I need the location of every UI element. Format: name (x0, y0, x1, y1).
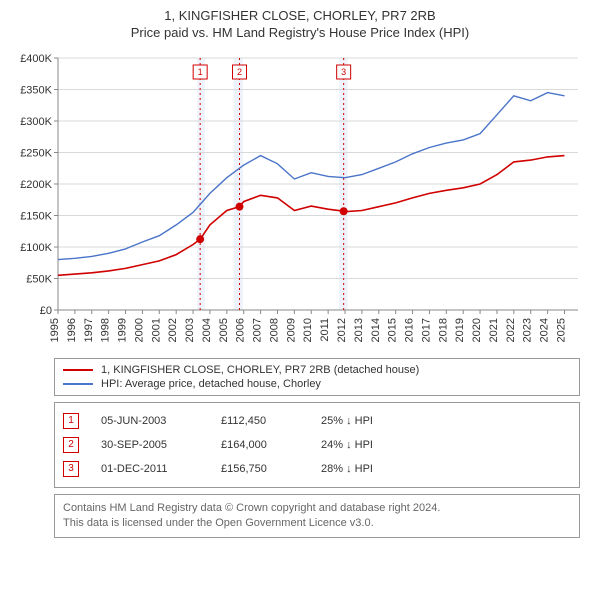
marker-price: £164,000 (221, 439, 321, 451)
svg-text:2015: 2015 (387, 318, 399, 342)
svg-text:2022: 2022 (505, 318, 517, 342)
legend-label: HPI: Average price, detached house, Chor… (101, 378, 321, 390)
svg-text:2003: 2003 (184, 318, 196, 342)
svg-text:2000: 2000 (133, 318, 145, 342)
svg-text:£100K: £100K (20, 242, 52, 254)
marker-row: 3 01-DEC-2011£156,75028% ↓ HPI (63, 457, 571, 481)
legend-swatch (63, 383, 93, 385)
svg-text:2025: 2025 (555, 318, 567, 342)
svg-text:2007: 2007 (252, 318, 264, 342)
sale-point (340, 207, 348, 215)
svg-text:1: 1 (198, 67, 203, 77)
svg-text:2020: 2020 (471, 318, 483, 342)
marker-date: 05-JUN-2003 (101, 415, 221, 427)
svg-text:2024: 2024 (539, 318, 551, 342)
legend: 1, KINGFISHER CLOSE, CHORLEY, PR7 2RB (d… (54, 358, 580, 396)
svg-text:1999: 1999 (117, 318, 129, 342)
svg-text:£250K: £250K (20, 148, 52, 160)
attribution-line2: This data is licensed under the Open Gov… (63, 516, 571, 531)
svg-text:2023: 2023 (522, 318, 534, 342)
svg-text:2021: 2021 (488, 318, 500, 342)
svg-text:2008: 2008 (268, 318, 280, 342)
chart-container: 1, KINGFISHER CLOSE, CHORLEY, PR7 2RB Pr… (0, 0, 600, 538)
svg-text:1997: 1997 (83, 318, 95, 342)
marker-price: £156,750 (221, 463, 321, 475)
svg-text:2012: 2012 (336, 318, 348, 342)
svg-text:2014: 2014 (370, 318, 382, 342)
svg-text:2: 2 (237, 67, 242, 77)
svg-text:3: 3 (341, 67, 346, 77)
legend-swatch (63, 369, 93, 371)
svg-text:2011: 2011 (319, 318, 331, 342)
price-chart: £0 £50K £100K £150K £200K £250K £300K £350K £400… (10, 50, 590, 350)
svg-text:1998: 1998 (100, 318, 112, 342)
marker-badge: 1 (63, 413, 79, 429)
sale-point (235, 203, 243, 211)
svg-text:2018: 2018 (437, 318, 449, 342)
svg-text:2006: 2006 (235, 318, 247, 342)
marker-delta: 28% ↓ HPI (321, 463, 421, 475)
svg-text:£350K: £350K (20, 85, 52, 97)
marker-price: £112,450 (221, 415, 321, 427)
svg-text:2010: 2010 (302, 318, 314, 342)
marker-date: 30-SEP-2005 (101, 439, 221, 451)
sale-markers-table: 1 05-JUN-2003£112,45025% ↓ HPI 2 30-SEP-200… (54, 402, 580, 488)
svg-text:2002: 2002 (167, 318, 179, 342)
svg-text:£0: £0 (40, 305, 52, 317)
svg-text:2013: 2013 (353, 318, 365, 342)
svg-text:1996: 1996 (66, 318, 78, 342)
svg-text:2005: 2005 (218, 318, 230, 342)
svg-text:2016: 2016 (404, 318, 416, 342)
svg-text:2019: 2019 (454, 318, 466, 342)
svg-text:£400K: £400K (20, 53, 52, 65)
marker-row: 2 30-SEP-2005£164,00024% ↓ HPI (63, 433, 571, 457)
svg-text:£150K: £150K (20, 211, 52, 223)
title-block: 1, KINGFISHER CLOSE, CHORLEY, PR7 2RB Pr… (0, 0, 600, 44)
legend-row: HPI: Average price, detached house, Chor… (63, 377, 571, 391)
svg-text:2001: 2001 (150, 318, 162, 342)
sale-point (196, 235, 204, 243)
marker-row: 1 05-JUN-2003£112,45025% ↓ HPI (63, 409, 571, 433)
marker-date: 01-DEC-2011 (101, 463, 221, 475)
svg-text:2017: 2017 (420, 318, 432, 342)
title-sub: Price paid vs. HM Land Registry's House … (0, 25, 600, 40)
marker-badge: 2 (63, 437, 79, 453)
svg-text:£300K: £300K (20, 116, 52, 128)
attribution: Contains HM Land Registry data © Crown c… (54, 494, 580, 538)
svg-text:2004: 2004 (201, 318, 213, 342)
title-main: 1, KINGFISHER CLOSE, CHORLEY, PR7 2RB (0, 8, 600, 23)
svg-text:1995: 1995 (49, 318, 61, 342)
marker-delta: 25% ↓ HPI (321, 415, 421, 427)
attribution-line1: Contains HM Land Registry data © Crown c… (63, 501, 571, 516)
svg-text:£200K: £200K (20, 179, 52, 191)
chart-area: £0 £50K £100K £150K £200K £250K £300K £350K £400… (10, 50, 590, 350)
svg-text:2009: 2009 (285, 318, 297, 342)
marker-badge: 3 (63, 461, 79, 477)
legend-row: 1, KINGFISHER CLOSE, CHORLEY, PR7 2RB (d… (63, 363, 571, 377)
marker-delta: 24% ↓ HPI (321, 439, 421, 451)
svg-text:£50K: £50K (26, 274, 52, 286)
legend-label: 1, KINGFISHER CLOSE, CHORLEY, PR7 2RB (d… (101, 364, 419, 376)
